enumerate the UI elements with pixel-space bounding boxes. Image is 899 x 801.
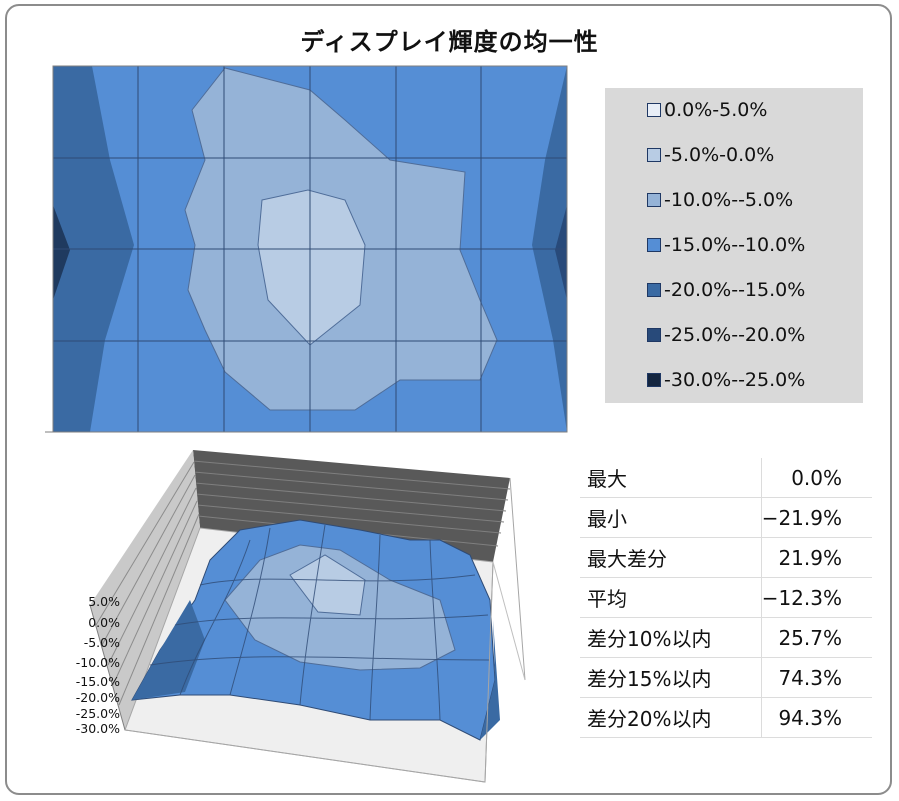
z-tick-label: -25.0% (75, 706, 120, 721)
stat-label: 平均 (580, 577, 762, 618)
stats-table: 最大 0.0% 最小 −21.9% 最大差分 21.9% 平均 −12.3% 差分10%… (580, 458, 872, 738)
legend-label: -10.0%--5.0% (664, 189, 794, 211)
stat-label: 差分15%以内 (580, 657, 762, 698)
legend-swatch (647, 148, 661, 162)
stat-label: 差分10%以内 (580, 617, 762, 658)
band-minus-25-to-minus-20-right (555, 205, 567, 300)
legend-label: -5.0%-0.0% (664, 144, 775, 166)
surface-dark-left (132, 600, 205, 700)
stat-value: 94.3% (761, 697, 872, 738)
stats-row: 平均 −12.3% (580, 577, 872, 618)
legend-swatch (647, 193, 661, 207)
surface-dark-right (480, 620, 500, 740)
stats-row: 最大差分 21.9% (580, 537, 872, 578)
legend-swatch (647, 238, 661, 252)
contour-grid (53, 66, 567, 432)
legend-item: 0.0%-5.0% (647, 97, 767, 123)
stat-label: 最大 (580, 458, 762, 498)
stat-label: 最大差分 (580, 537, 762, 578)
legend-swatch (647, 328, 661, 342)
z-tick-label: -30.0% (75, 721, 120, 736)
legend-item: -25.0%--20.0% (647, 322, 805, 348)
surface-3d (89, 450, 526, 783)
stat-value: −21.9% (761, 497, 872, 538)
band-minus-25-to-minus-20-left (53, 205, 70, 300)
legend-label: 0.0%-5.0% (664, 99, 768, 121)
stat-value: 25.7% (761, 617, 872, 658)
stats-row: 差分10%以内 25.7% (580, 617, 872, 658)
legend: 0.0%-5.0% -5.0%-0.0% -10.0%--5.0% -15.0%… (605, 88, 863, 403)
z-tick-label: -5.0% (83, 635, 120, 650)
stat-value: 21.9% (761, 537, 872, 578)
legend-item: -30.0%--25.0% (647, 367, 805, 393)
z-tick-label: 0.0% (88, 615, 120, 630)
stats-row: 最大 0.0% (580, 458, 872, 498)
legend-item: -10.0%--5.0% (647, 187, 793, 213)
surface-peak (289, 554, 366, 616)
stat-value: 74.3% (761, 657, 872, 698)
z-tick-label: -10.0% (75, 655, 120, 670)
stat-label: 差分20%以内 (580, 697, 762, 738)
z-tick-label: 5.0% (88, 594, 120, 609)
legend-label: -30.0%--25.0% (664, 369, 806, 391)
legend-swatch (647, 373, 661, 387)
z-tick-label: -15.0% (75, 674, 120, 689)
stat-value: 0.0% (761, 458, 872, 498)
legend-swatch (647, 283, 661, 297)
legend-label: -20.0%--15.0% (664, 279, 806, 301)
legend-item: -5.0%-0.0% (647, 142, 774, 168)
contour-plot-area (45, 65, 568, 433)
stats-row: 最小 −21.9% (580, 497, 872, 538)
z-tick-label: -20.0% (75, 690, 120, 705)
legend-item: -15.0%--10.0% (647, 232, 805, 258)
stat-label: 最小 (580, 497, 762, 538)
band-minus-5-to-0 (257, 189, 366, 346)
legend-label: -15.0%--10.0% (664, 234, 806, 256)
stat-value: −12.3% (761, 577, 872, 618)
stats-row: 差分15%以内 74.3% (580, 657, 872, 698)
legend-swatch (647, 103, 661, 117)
stats-row: 差分20%以内 94.3% (580, 697, 872, 738)
legend-label: -25.0%--20.0% (664, 324, 806, 346)
legend-item: -20.0%--15.0% (647, 277, 805, 303)
chart-title: ディスプレイ輝度の均一性 (300, 28, 599, 56)
